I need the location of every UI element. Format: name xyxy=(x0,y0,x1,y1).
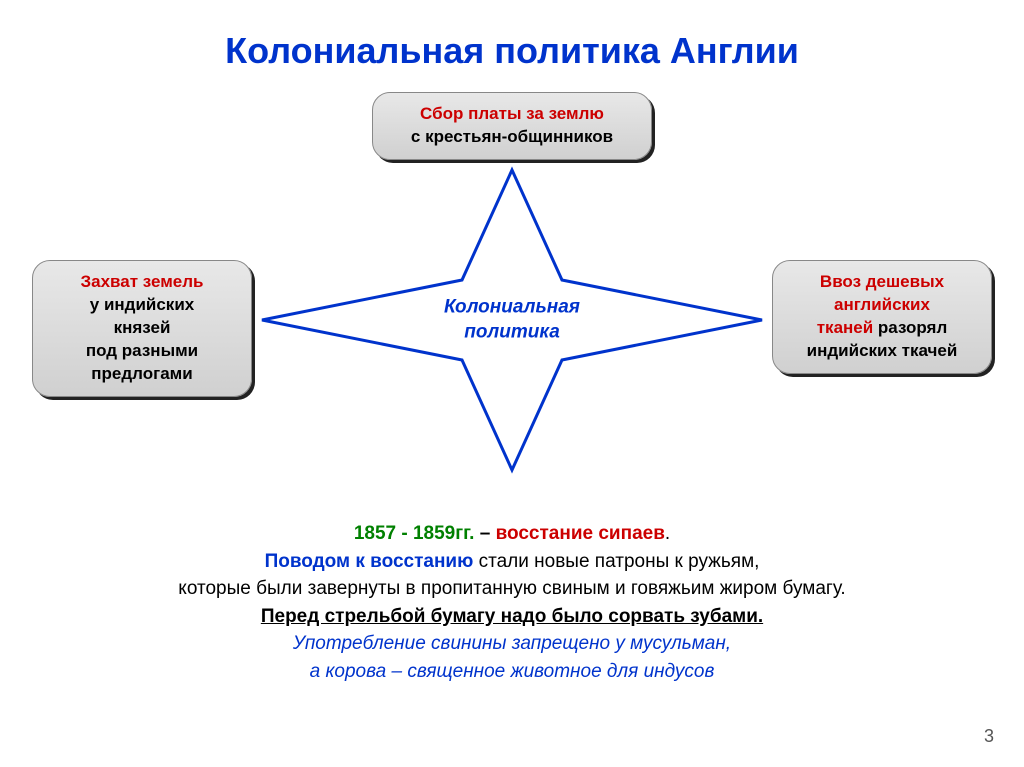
star-label-2: политика xyxy=(464,321,560,342)
box-left-line5: предлогами xyxy=(91,364,192,383)
box-left-line1: Захват земель xyxy=(80,272,203,291)
bottom-line-3: которые были завернуты в пропитанную сви… xyxy=(0,575,1024,603)
box-left-line4: под разными xyxy=(86,341,198,360)
star-label-1: Колониальная xyxy=(444,296,580,317)
box-top-line1: Сбор платы за землю xyxy=(420,104,604,123)
box-right-line3b: разорял xyxy=(873,318,947,337)
bottom-line-6: а корова – священное животное для индусо… xyxy=(0,658,1024,686)
box-left-line3: князей xyxy=(114,318,171,337)
bottom-line-4: Перед стрельбой бумагу надо было сорвать… xyxy=(0,603,1024,631)
bl1-a: 1857 - 1859гг. xyxy=(354,523,475,544)
bottom-line-5: Употребление свинины запрещено у мусульм… xyxy=(0,630,1024,658)
bottom-text-block: 1857 - 1859гг. – восстание сипаев. Повод… xyxy=(0,520,1024,685)
bl1-c: восстание сипаев xyxy=(496,523,665,544)
box-right-line3a: тканей xyxy=(817,318,873,337)
box-right-line2: английских xyxy=(834,295,930,314)
page-title: Колониальная политика Англии xyxy=(0,0,1024,72)
bl1-b: – xyxy=(474,523,495,544)
box-top-line2: с крестьян-общинников xyxy=(411,127,613,146)
bl1-d: . xyxy=(665,523,670,544)
box-left: Захват земель у индийских князей под раз… xyxy=(32,260,252,397)
box-right: Ввоз дешевых английских тканей разорял и… xyxy=(772,260,992,374)
bl2-b: стали новые патроны к ружьям, xyxy=(473,551,759,572)
bottom-line-2: Поводом к восстанию стали новые патроны … xyxy=(0,548,1024,576)
box-right-line4: индийских ткачей xyxy=(807,341,958,360)
star-label: Колониальная политика xyxy=(444,295,580,344)
page-number: 3 xyxy=(984,726,994,747)
title-text: Колониальная политика Англии xyxy=(225,30,799,71)
box-left-line2: у индийских xyxy=(90,295,194,314)
bottom-line-1: 1857 - 1859гг. – восстание сипаев. xyxy=(0,520,1024,548)
box-top: Сбор платы за землю с крестьян-общиннико… xyxy=(372,92,652,160)
box-right-line1: Ввоз дешевых xyxy=(820,272,944,291)
bl2-a: Поводом к восстанию xyxy=(265,551,474,572)
